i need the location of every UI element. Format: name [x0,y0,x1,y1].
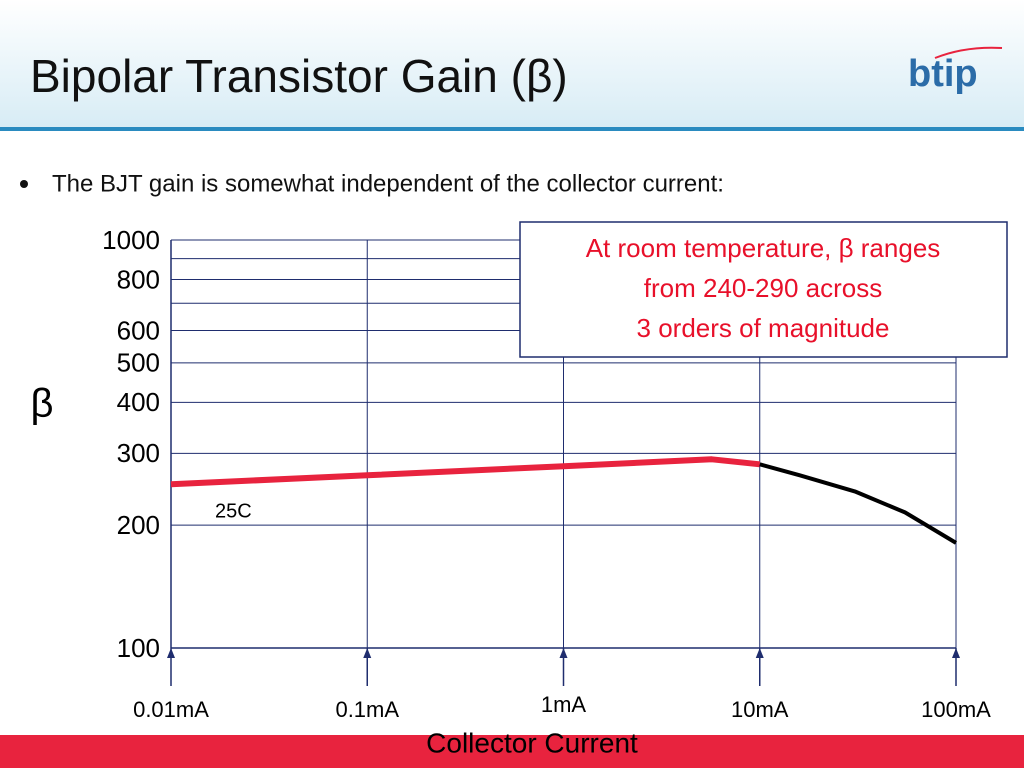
logo-swoosh [934,46,1003,59]
y-tick-label: 400 [117,387,160,417]
annotation-box [519,221,1008,358]
x-tick-arrowhead [755,648,764,658]
header-rule [0,127,1024,131]
header-bg [0,0,1024,128]
y-tick-label: 300 [117,438,160,468]
y-tick-label: 100 [117,633,160,663]
footer-band [0,735,1024,768]
bullet-dot [20,180,28,188]
y-axis-label: β [30,382,53,426]
data-line [170,456,761,488]
x-tick-arrowhead [363,648,372,658]
x-tick-arrowhead [559,648,568,658]
x-tick-label: 10mA [731,697,789,722]
x-tick-label: 100mA [921,697,991,722]
y-tick-label: 1000 [102,225,160,255]
data-line [759,462,958,545]
annotation-text: from 240-290 across [644,273,882,303]
annotation-text: 3 orders of magnitude [637,313,890,343]
slide-title: Bipolar Transistor Gain (β) [30,50,568,102]
y-tick-label: 800 [117,264,160,294]
x-tick-label: 0.01mA [133,697,209,722]
x-axis-label: Collector Current [426,727,638,758]
y-tick-label: 600 [117,315,160,345]
x-tick-label: 1mA [541,692,587,717]
y-tick-label: 500 [117,348,160,378]
y-tick-label: 200 [117,510,160,540]
series-label: 25C [215,500,252,522]
x-tick-arrowhead [952,648,960,658]
annotation-text: At room temperature, β ranges [586,233,941,263]
x-tick-arrowhead [167,648,175,658]
bullet-text: The BJT gain is somewhat independent of … [52,170,724,197]
x-tick-label: 0.1mA [335,697,399,722]
logo: btip [908,53,978,95]
